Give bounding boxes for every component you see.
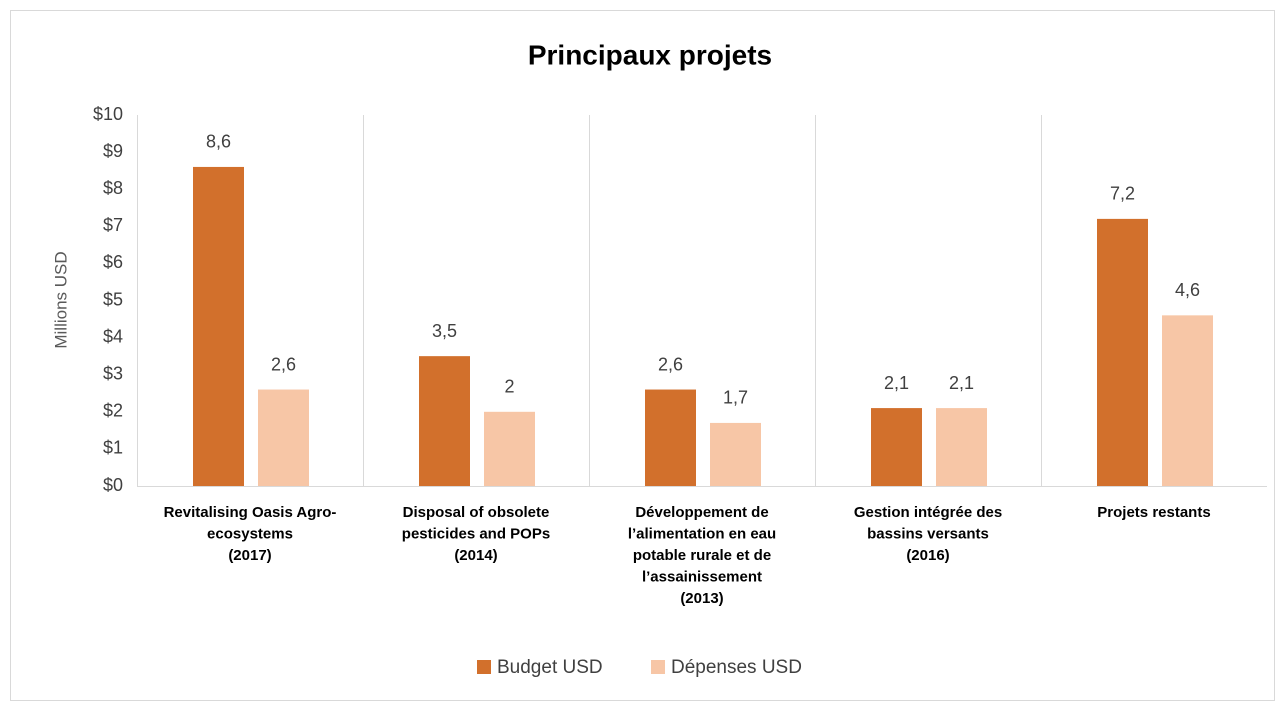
y-tick-label: $7	[103, 215, 123, 235]
legend-label: Dépenses USD	[671, 657, 802, 678]
y-tick-label: $6	[103, 252, 123, 272]
data-label: 3,5	[432, 321, 457, 341]
chart-title: Principaux projets	[528, 39, 772, 70]
legend-label: Budget USD	[497, 657, 603, 678]
bar	[419, 356, 470, 486]
data-label: 2,1	[949, 373, 974, 393]
x-tick-label: Disposal of obsolete	[403, 504, 550, 521]
bar	[1162, 315, 1213, 486]
x-tick-label: ecosystems	[207, 525, 293, 542]
x-tick-label: pesticides and POPs	[402, 525, 550, 542]
x-tick-label: (2016)	[906, 547, 949, 564]
bar	[871, 408, 922, 486]
y-tick-label: $10	[93, 104, 123, 124]
y-tick-label: $2	[103, 401, 123, 421]
bar	[484, 411, 535, 486]
legend-swatch	[651, 660, 665, 674]
bar	[1097, 218, 1148, 486]
y-tick-label: $5	[103, 289, 123, 309]
y-tick-label: $8	[103, 178, 123, 198]
legend-swatch	[477, 660, 491, 674]
y-tick-label: $1	[103, 438, 123, 458]
data-label: 2	[504, 377, 514, 397]
y-tick-label: $4	[103, 326, 123, 346]
data-label: 4,6	[1175, 280, 1200, 300]
x-tick-label: (2014)	[454, 547, 497, 564]
bar	[645, 389, 696, 486]
y-tick-label: $0	[103, 475, 123, 495]
x-tick-label: l’assainissement	[642, 568, 762, 585]
y-tick-label: $9	[103, 141, 123, 161]
bar	[936, 408, 987, 486]
data-label: 2,1	[884, 373, 909, 393]
x-tick-label: Projets restants	[1097, 504, 1210, 521]
data-label: 2,6	[658, 354, 683, 374]
x-tick-label: Revitalising Oasis Agro-	[164, 504, 337, 521]
data-label: 8,6	[206, 132, 231, 152]
data-label: 1,7	[723, 388, 748, 408]
bar	[258, 389, 309, 486]
x-tick-label: potable rurale et de	[633, 547, 771, 564]
x-tick-label: l’alimentation en eau	[628, 525, 776, 542]
x-tick-label: Développement de	[635, 504, 768, 521]
bar	[193, 166, 244, 486]
y-tick-label: $3	[103, 363, 123, 383]
x-tick-label: (2013)	[680, 590, 723, 607]
data-label: 2,6	[271, 354, 296, 374]
x-tick-label: Gestion intégrée des	[854, 504, 1002, 521]
x-tick-label: bassins versants	[867, 525, 989, 542]
x-tick-label: (2017)	[228, 547, 271, 564]
y-axis-title: Millions USD	[51, 251, 70, 348]
data-label: 7,2	[1110, 184, 1135, 204]
bar	[710, 422, 761, 486]
